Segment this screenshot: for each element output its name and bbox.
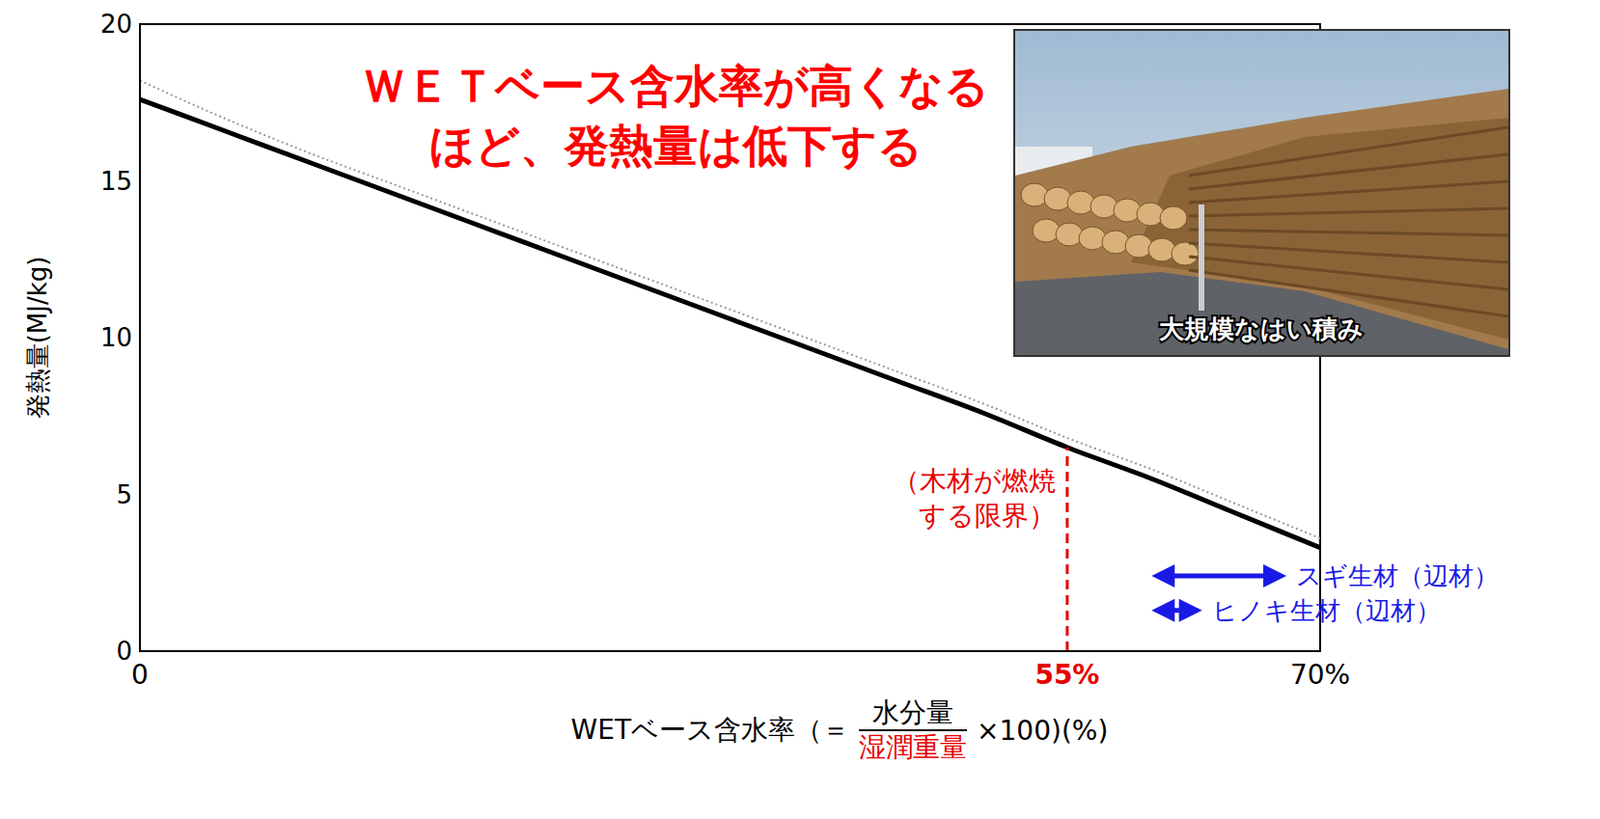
html-text:湿潤重量: 湿潤重量 <box>858 731 968 764</box>
svg-text:（木材が燃焼: （木材が燃焼 <box>892 465 1056 497</box>
svg-text:大規模なはい積み: 大規模なはい積み <box>1158 314 1364 344</box>
svg-text:0: 0 <box>115 636 133 666</box>
svg-text:70%: 70% <box>1290 659 1351 691</box>
svg-text:5: 5 <box>115 480 133 510</box>
html-text:ＷＥＴベース含水率が高くなるほど、発熱量は低下する: ＷＥＴベース含水率が高くなるほど、発熱量は低下する <box>361 59 990 172</box>
svg-text:する限界）: する限界） <box>918 499 1056 532</box>
svg-text:スギ生材（辺材）: スギ生材（辺材） <box>1296 561 1499 591</box>
svg-text:発熱量(MJ/kg): 発熱量(MJ/kg) <box>23 256 53 420</box>
svg-text:0: 0 <box>131 659 149 691</box>
html-text:×100)(%): ×100)(%) <box>976 714 1109 747</box>
svg-text:20: 20 <box>100 9 133 39</box>
svg-text:ヒノキ生材（辺材）: ヒノキ生材（辺材） <box>1212 596 1441 626</box>
svg-text:10: 10 <box>100 323 133 353</box>
svg-text:55%: 55% <box>1034 659 1100 691</box>
svg-text:15: 15 <box>100 166 133 196</box>
html-text:水分量: 水分量 <box>872 696 954 729</box>
html-text:WETベース含水率（＝: WETベース含水率（＝ <box>570 714 850 746</box>
